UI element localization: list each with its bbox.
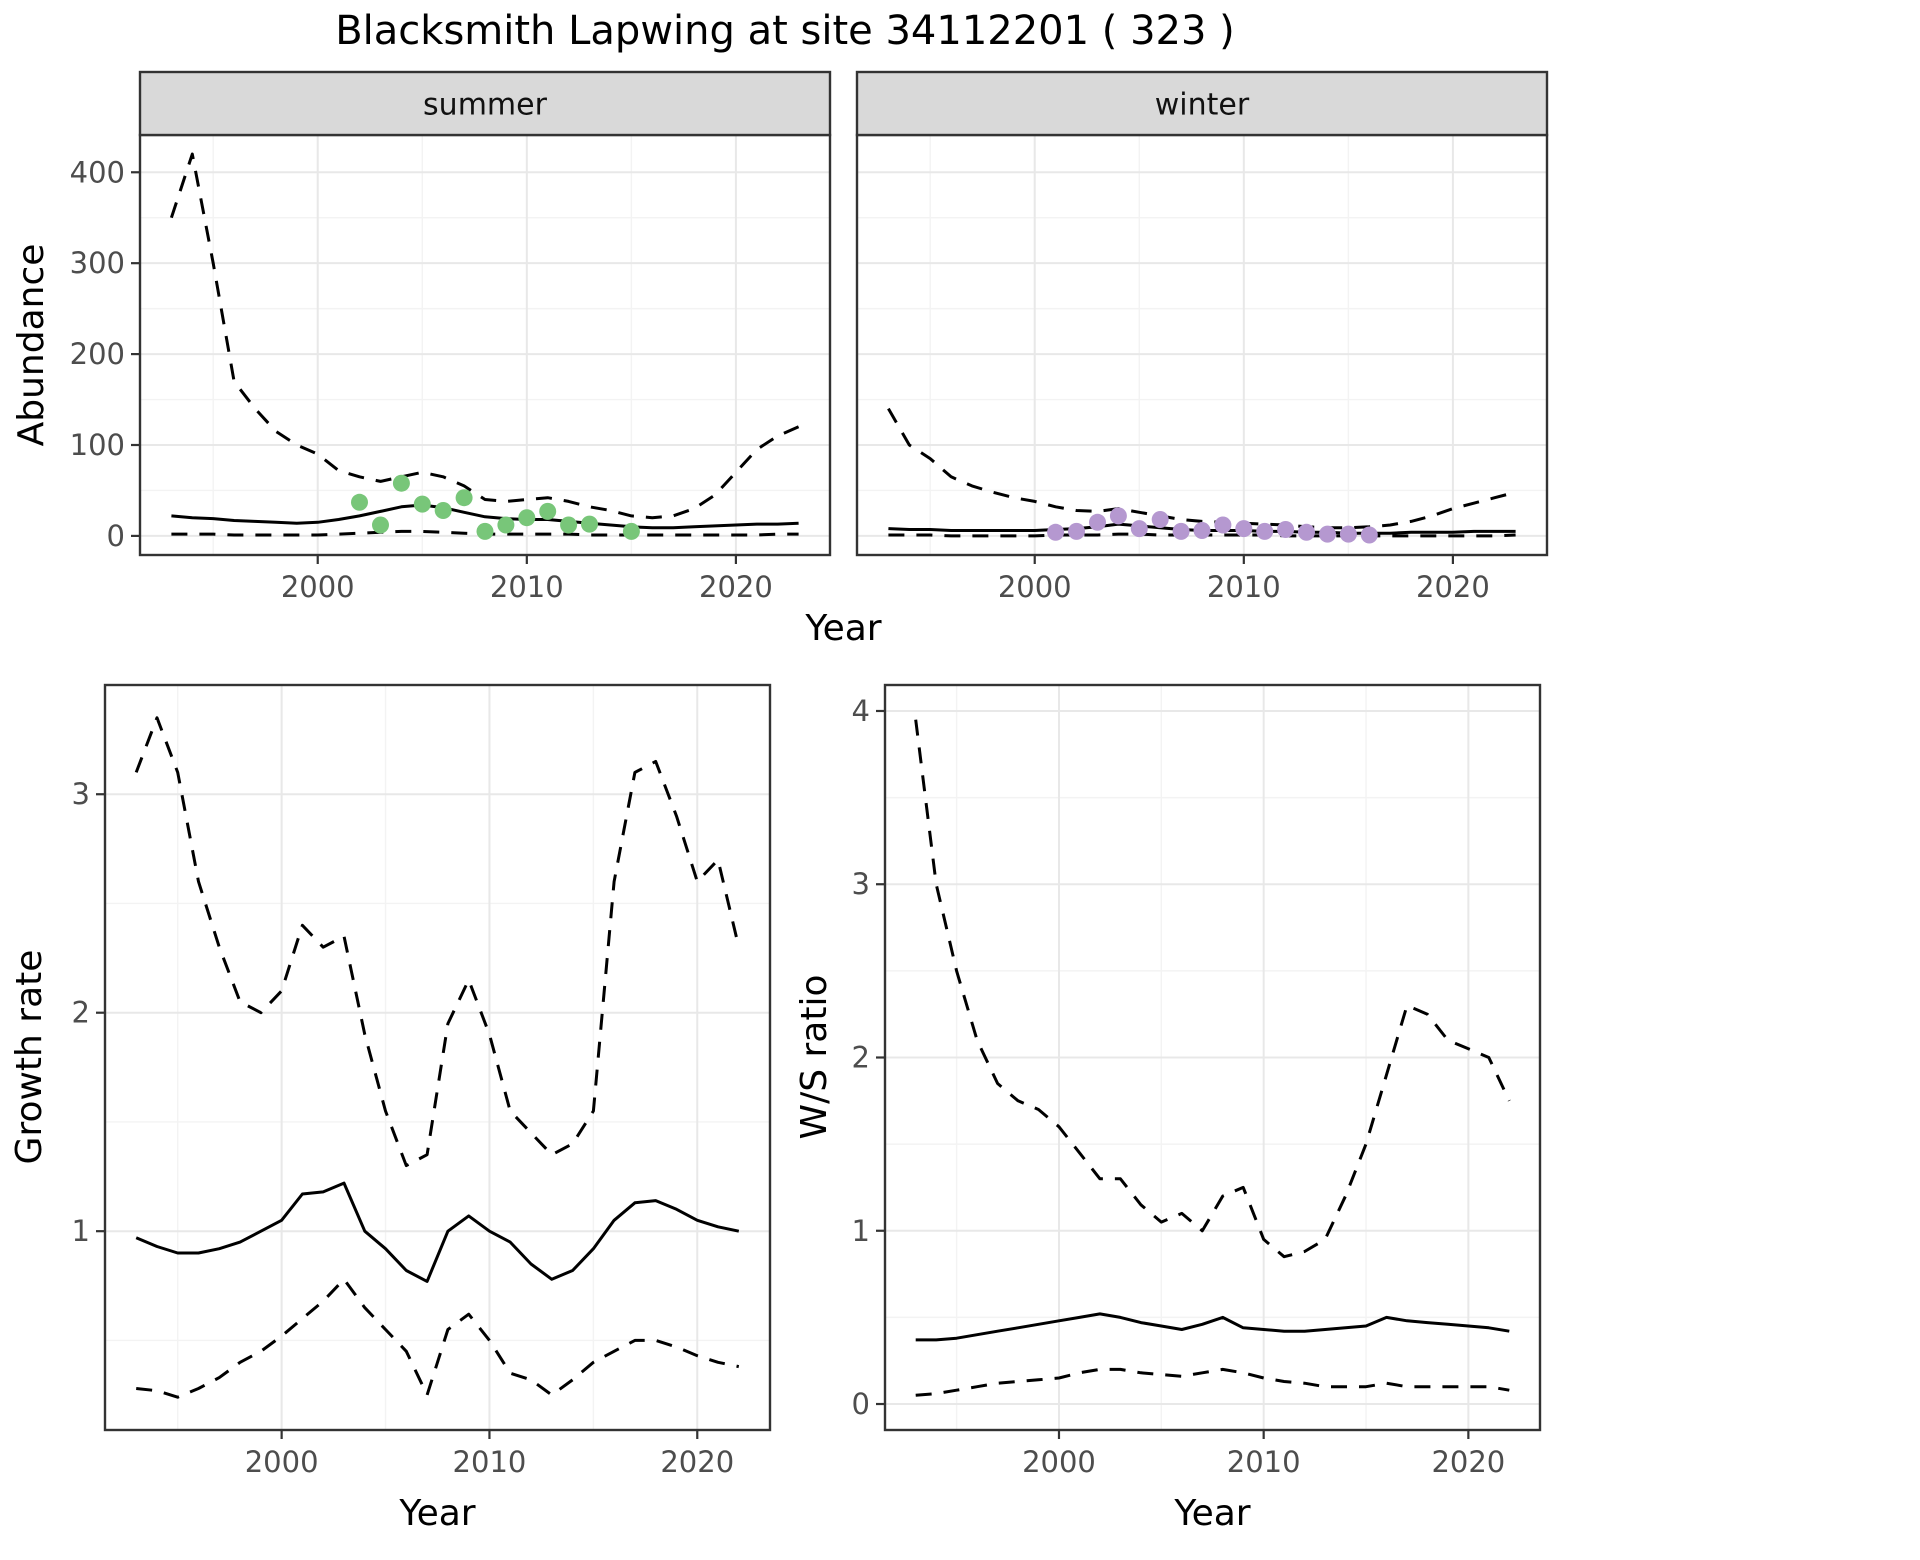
y-axis-label-growth-rate: Growth rate	[9, 949, 50, 1165]
observation-point-abundance-winter	[1319, 525, 1336, 543]
x-tick-label: 2020	[1431, 1445, 1505, 1479]
facet-strip-label: summer	[423, 88, 548, 123]
observation-point-abundance-summer	[581, 515, 598, 533]
y-tick-label: 0	[852, 1387, 870, 1421]
panel-abundance-summer: 2000 2010 2020 0 100 200 300 400 summer	[70, 70, 832, 604]
y-tick-label: 3	[72, 777, 90, 811]
observation-point-abundance-winter	[1172, 522, 1190, 540]
observation-point-abundance-winter	[1277, 521, 1295, 538]
x-tick-label: 2020	[660, 1445, 734, 1479]
observation-point-abundance-winter	[1235, 520, 1253, 538]
facet-strip-winter	[855, 70, 1549, 137]
series-ws-ratio-lower_95ci	[915, 1367, 1510, 1397]
y-axis-label-ws-ratio: W/S ratio	[794, 974, 835, 1140]
observation-point-abundance-summer	[455, 489, 473, 507]
panel-background	[105, 685, 770, 1430]
observation-point-abundance-winter	[1109, 507, 1127, 525]
y-axis-label-abundance: Abundance	[11, 243, 52, 447]
y-tick-label: 100	[70, 428, 125, 462]
x-tick-label: 2010	[1207, 570, 1281, 604]
facet-strip-summer	[138, 70, 832, 137]
x-tick-label: 2000	[998, 570, 1072, 604]
x-axis-label-year-bottom-left: Year	[399, 1493, 476, 1534]
observation-point-abundance-winter	[1151, 511, 1169, 528]
series-growth-rate-lower_95ci	[136, 1277, 740, 1399]
y-tick-label: 1	[852, 1214, 870, 1248]
panel-border	[103, 683, 772, 1432]
x-tick-label: 2020	[1416, 570, 1490, 604]
observation-point-abundance-summer	[372, 516, 389, 534]
panel-ws-ratio: 2000 2010 2020 0 1 2 3 4	[852, 683, 1542, 1479]
observation-point-abundance-summer	[392, 474, 410, 492]
observation-point-abundance-summer	[539, 502, 557, 520]
y-tick-label: 4	[852, 694, 870, 728]
x-tick-label: 2010	[1227, 1445, 1301, 1479]
observation-point-abundance-winter	[1130, 520, 1148, 538]
series-ws-ratio-mean	[915, 1312, 1510, 1342]
observation-point-abundance-winter	[1068, 522, 1085, 540]
observation-point-abundance-summer	[476, 522, 494, 540]
observation-point-abundance-summer	[413, 495, 431, 513]
observation-point-abundance-winter	[1214, 516, 1232, 534]
y-tick-label: 200	[70, 337, 125, 371]
y-tick-label: 2	[852, 1041, 870, 1075]
x-tick-label: 2000	[281, 570, 355, 604]
y-tick-label: 1	[72, 1214, 90, 1248]
observation-point-abundance-winter	[1193, 522, 1211, 539]
panel-background	[857, 135, 1547, 555]
x-tick-label: 2010	[490, 570, 564, 604]
y-tick-label: 400	[70, 155, 125, 189]
x-tick-label: 2000	[1022, 1445, 1096, 1479]
observation-point-abundance-summer	[560, 516, 578, 534]
observation-point-abundance-winter	[1298, 523, 1315, 541]
series-abundance-summer-mean	[171, 503, 799, 530]
series-abundance-summer-upper_95ci	[169, 152, 800, 520]
observation-point-abundance-winter	[1047, 523, 1065, 541]
observation-point-abundance-summer	[434, 502, 452, 519]
panel-growth-rate: 2000 2010 2020 1 2 3	[72, 683, 772, 1479]
observation-point-abundance-winter	[1360, 526, 1378, 544]
observation-point-abundance-winter	[1339, 525, 1357, 543]
y-tick-label: 0	[107, 519, 125, 553]
x-tick-label: 2020	[699, 570, 773, 604]
observation-point-abundance-winter	[1089, 513, 1106, 531]
y-tick-label: 300	[70, 246, 125, 280]
series-abundance-winter-upper_95ci	[887, 407, 1516, 530]
series-ws-ratio-upper_95ci	[914, 719, 1511, 1259]
facet-strip-label: winter	[1155, 88, 1250, 123]
observation-point-abundance-summer	[622, 522, 640, 540]
observation-point-abundance-winter	[1256, 522, 1274, 540]
observation-point-abundance-summer	[497, 516, 515, 534]
y-tick-label: 2	[72, 996, 90, 1030]
panel-background	[140, 135, 830, 555]
y-tick-label: 3	[852, 867, 870, 901]
x-tick-label: 2010	[453, 1445, 527, 1479]
x-axis-label-year-top: Year	[805, 608, 882, 649]
panel-abundance-winter: 2000 2010 2020 winter	[855, 70, 1549, 604]
series-growth-rate-mean	[135, 1181, 740, 1283]
x-tick-label: 2000	[245, 1445, 319, 1479]
x-axis-label-year-bottom-right: Year	[1174, 1493, 1251, 1534]
observation-point-abundance-summer	[351, 493, 368, 511]
series-growth-rate-upper_95ci	[134, 716, 741, 1168]
figure-title: Blacksmith Lapwing at site 34112201 ( 32…	[335, 8, 1235, 54]
observation-point-abundance-summer	[518, 509, 536, 527]
